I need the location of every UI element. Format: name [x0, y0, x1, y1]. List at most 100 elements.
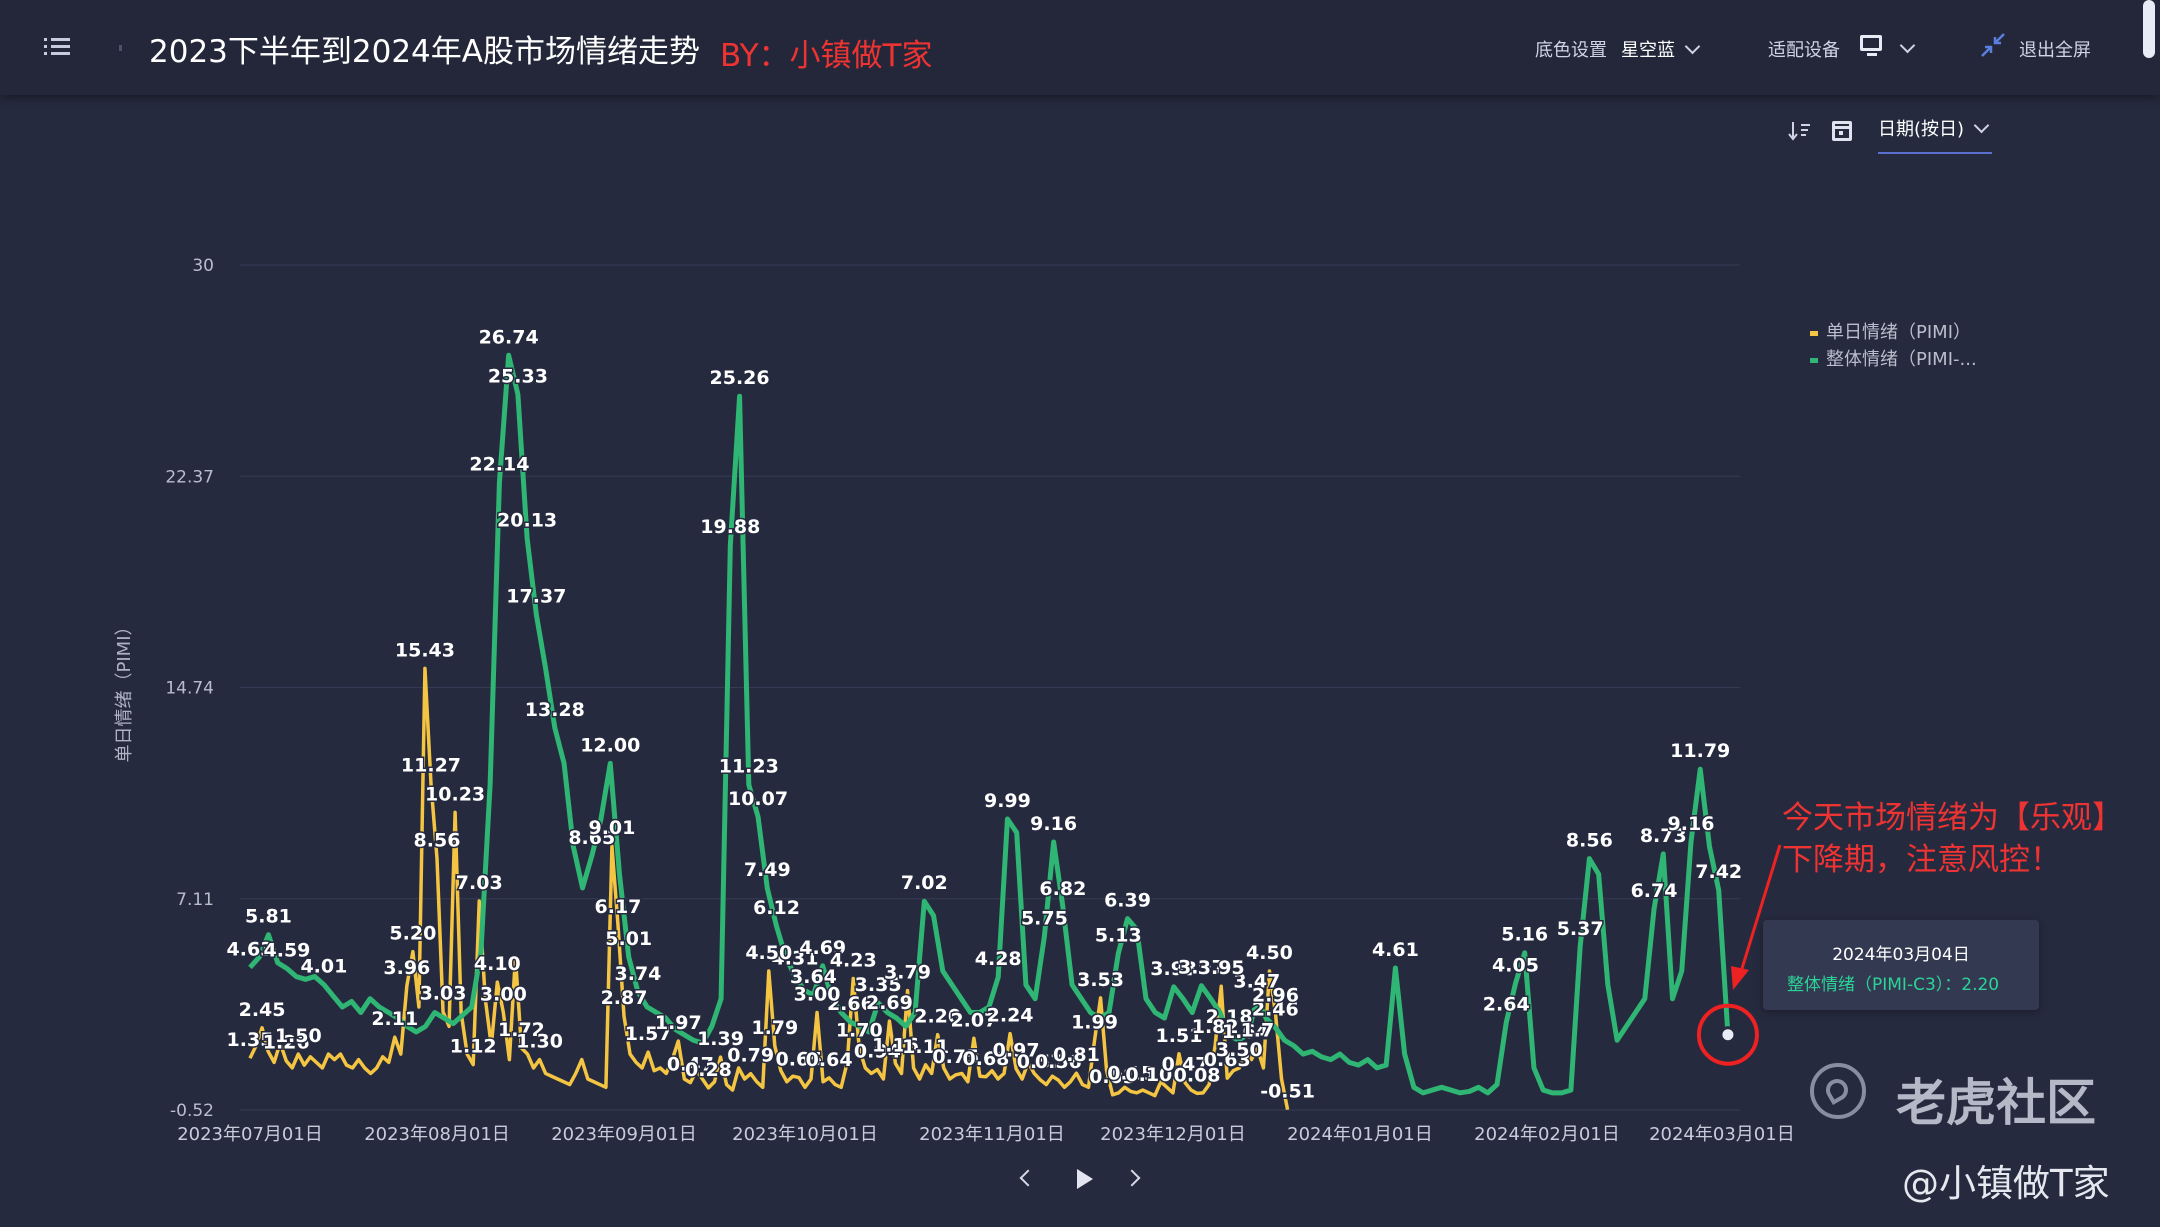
author-byline: BY：小镇做T家	[720, 38, 933, 74]
data-label: 7.42	[1695, 861, 1742, 883]
data-label: 2.45	[239, 999, 286, 1021]
data-label: 1.12	[450, 1036, 497, 1058]
data-label: 2.69	[866, 992, 913, 1014]
data-label: 1.97	[655, 1012, 702, 1034]
data-label: 6.17	[595, 896, 642, 918]
data-label: 2.87	[601, 987, 648, 1009]
calendar-icon[interactable]	[1832, 121, 1852, 141]
data-label: 19.88	[700, 516, 760, 538]
legend-swatch	[1810, 358, 1818, 363]
separator	[119, 45, 122, 51]
highlight-circle	[1696, 1003, 1759, 1066]
single-day-sentiment-line	[248, 666, 1290, 1111]
data-label: 3.79	[884, 962, 931, 984]
y-axis-title: 单日情绪（PIMI）	[114, 617, 135, 762]
y-tick-label: -0.52	[170, 1101, 214, 1121]
data-label: 2.96	[1252, 985, 1299, 1007]
data-label: 0.81	[1053, 1044, 1100, 1066]
data-label: 1.30	[516, 1031, 563, 1053]
data-label: 4.31	[772, 947, 819, 969]
data-label: 15.43	[395, 639, 455, 661]
data-label: 3.03	[420, 983, 467, 1005]
x-tick-label: 2023年10月01日	[732, 1124, 878, 1145]
data-label: 8.73	[1640, 825, 1687, 847]
theme-value: 星空蓝	[1621, 40, 1675, 61]
data-label: 3.93	[1150, 958, 1197, 980]
list-menu-icon[interactable]	[44, 36, 72, 58]
data-label: 2.66	[827, 993, 874, 1015]
chevron-left-icon[interactable]	[1010, 1163, 1040, 1193]
device-label: 适配设备	[1768, 40, 1840, 61]
data-label: 4.23	[830, 949, 877, 971]
data-label: 2.20	[914, 1006, 961, 1028]
current-point-marker	[1719, 1026, 1737, 1044]
theme-select[interactable]: 星空蓝	[1621, 36, 1701, 62]
legend-label: 单日情绪（PIMI）	[1826, 322, 1971, 343]
data-label: 20.13	[497, 509, 557, 531]
x-tick-label: 2023年08月01日	[364, 1124, 510, 1145]
data-label: 11.79	[1670, 740, 1730, 762]
page-title: 2023下半年到2024年A股市场情绪走势	[149, 34, 700, 70]
data-label: -0.51	[1260, 1081, 1315, 1103]
data-label: 8.56	[1566, 830, 1613, 852]
data-label: 3.96	[383, 957, 430, 979]
collapse-arrows-icon[interactable]	[1980, 32, 2006, 58]
date-granularity-value: 日期(按日)	[1878, 119, 1965, 140]
chevron-right-icon[interactable]	[1120, 1163, 1150, 1193]
data-label: 1.39	[697, 1028, 744, 1050]
data-label: 2.24	[987, 1005, 1034, 1027]
data-label: 3.53	[1077, 969, 1124, 991]
overall-sentiment-line	[248, 352, 1731, 1096]
data-label: 0.57	[1017, 1051, 1064, 1073]
data-label: 1.79	[751, 1017, 798, 1039]
data-label: 0.68	[963, 1048, 1010, 1070]
data-label: 0.15	[1107, 1062, 1154, 1084]
data-label: 13.28	[525, 699, 585, 721]
data-label: 5.81	[245, 906, 292, 928]
data-label: 25.26	[710, 367, 770, 389]
data-label: 6.74	[1631, 880, 1678, 902]
data-label: 6.82	[1039, 878, 1086, 900]
tooltip-date: 2024年03月04日	[1832, 945, 1970, 965]
annotation-line-1: 今天市场情绪为【乐观】	[1782, 800, 2123, 836]
y-tick-label: 30	[192, 256, 214, 276]
play-icon[interactable]	[1068, 1163, 1098, 1193]
data-label: 0.28	[685, 1059, 732, 1081]
data-label: 12.00	[580, 734, 640, 756]
data-label: 4.10	[474, 953, 521, 975]
data-label: 17.37	[506, 586, 566, 608]
data-label: 1.70	[836, 1020, 883, 1042]
data-label: 1.35	[227, 1029, 274, 1051]
data-label: 8.65	[568, 827, 615, 849]
data-label: 4.05	[1492, 954, 1539, 976]
data-label: 0.64	[806, 1049, 853, 1071]
annotation-line-2: 下降期，注意风控！	[1782, 842, 2061, 878]
data-label: 5.75	[1021, 907, 1068, 929]
date-granularity-select[interactable]: 日期(按日)	[1878, 115, 1992, 154]
x-tick-label: 2023年07月01日	[177, 1124, 323, 1145]
data-label: 0.75	[932, 1046, 979, 1068]
data-label: 4.28	[975, 948, 1022, 970]
data-label: 1.57	[625, 1023, 672, 1045]
data-label: 7.03	[456, 872, 503, 894]
top-bar: 2023下半年到2024年A股市场情绪走势 BY：小镇做T家 底色设置 星空蓝 …	[0, 0, 2160, 95]
monitor-icon[interactable]	[1860, 35, 1882, 56]
data-label: 7.49	[744, 859, 791, 881]
data-label: 1.7	[1241, 1020, 1275, 1042]
data-label: 2.64	[1483, 994, 1530, 1016]
scrollbar-thumb[interactable]	[2143, 0, 2155, 58]
data-label: 1.26	[263, 1032, 310, 1054]
data-label: 0.08	[1174, 1064, 1221, 1086]
data-label: 10.07	[728, 788, 788, 810]
data-label: 6.39	[1104, 890, 1151, 912]
data-label: 1.99	[1071, 1012, 1118, 1034]
sort-descending-icon[interactable]	[1788, 120, 1812, 142]
data-label: 1.50	[275, 1025, 322, 1047]
x-tick-label: 2023年12月01日	[1100, 1124, 1246, 1145]
data-label: 0.65	[776, 1049, 823, 1071]
data-label: 0.79	[727, 1045, 774, 1067]
exit-fullscreen-button[interactable]: 退出全屏	[2019, 40, 2091, 61]
data-label: 5.20	[389, 923, 436, 945]
data-label: 4.69	[799, 937, 846, 959]
